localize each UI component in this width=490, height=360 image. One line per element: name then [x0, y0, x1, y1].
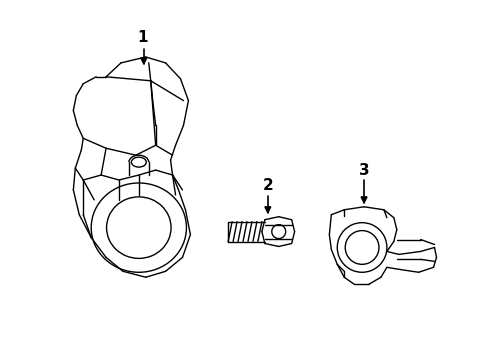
Polygon shape: [361, 197, 367, 203]
Polygon shape: [141, 58, 147, 64]
Text: 3: 3: [359, 163, 369, 177]
Text: 1: 1: [138, 30, 148, 45]
Text: 2: 2: [263, 179, 273, 193]
Polygon shape: [265, 207, 271, 213]
